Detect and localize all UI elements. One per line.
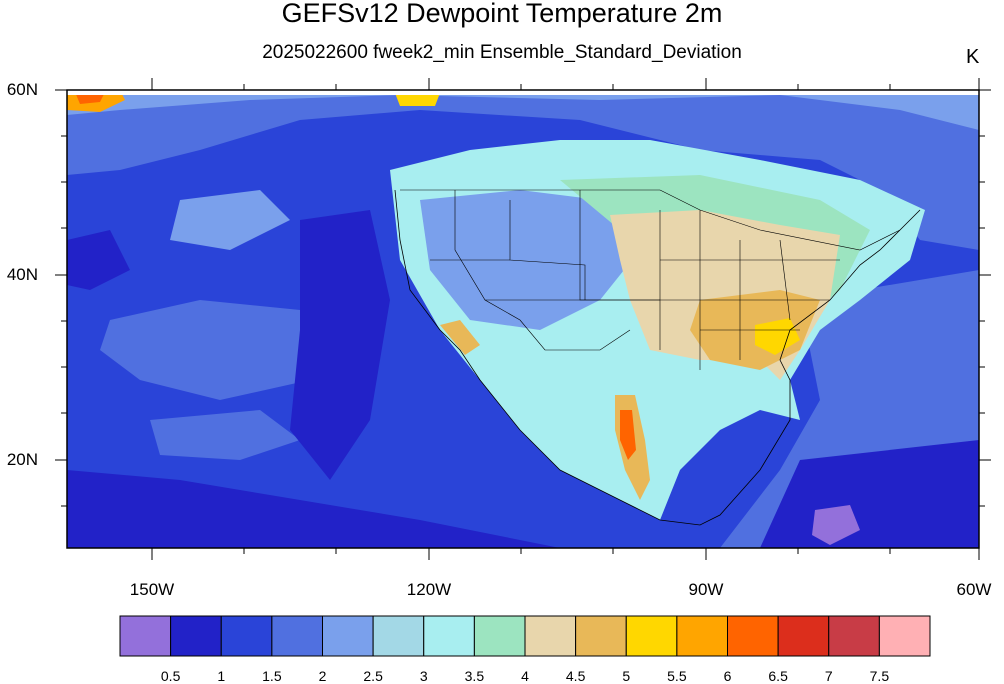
- colorbar-tick-label: 5: [622, 668, 631, 684]
- map-subtitle: 2025022600 fweek2_min Ensemble_Standard_…: [262, 42, 742, 63]
- lon-label-150w: 150W: [129, 580, 175, 599]
- colorbar-box: [878, 615, 931, 657]
- map-title: GEFSv12 Dewpoint Temperature 2m: [281, 0, 723, 28]
- colorbar-tick-label: 1.5: [262, 668, 282, 684]
- lon-label-90w: 90W: [688, 580, 724, 599]
- field-pacific-patch-2: [150, 410, 300, 460]
- axis-ticks: [55, 78, 991, 560]
- colorbar-box: [676, 615, 728, 657]
- field-top-gap: [67, 90, 979, 95]
- colorbar-box: [322, 615, 374, 657]
- colorbar: [119, 615, 931, 657]
- colorbar-tick-label: 6: [723, 668, 732, 684]
- colorbar-box: [473, 615, 526, 657]
- colorbar-box: [119, 615, 172, 657]
- lat-label-40n: 40N: [6, 265, 38, 284]
- colorbar-tick-label: 1: [217, 668, 226, 684]
- map-frame: [66, 89, 980, 549]
- colorbar-tick-label: 7: [824, 668, 833, 684]
- colorbar-tick-label: 6.5: [768, 668, 788, 684]
- field-pacific-patch-3: [170, 190, 290, 250]
- units-label: K: [966, 46, 980, 68]
- field-pacific-deep-1: [67, 230, 130, 290]
- field-mexico-red: [620, 410, 636, 460]
- field-caribbean-min: [812, 505, 860, 545]
- colorbar-box: [777, 615, 830, 657]
- colorbar-box: [625, 615, 678, 657]
- colorbar-box: [220, 615, 273, 657]
- field-socal-orange: [440, 320, 480, 355]
- lon-label-60w: 60W: [956, 580, 992, 599]
- colorbar-tick-label: 2.5: [363, 668, 383, 684]
- colorbar-tick-label: 2: [318, 668, 327, 684]
- colorbar-box: [372, 615, 425, 657]
- map-field: [67, 90, 979, 548]
- colorbar-tick-label: 3: [419, 668, 428, 684]
- colorbar-tick-label: 4: [521, 668, 529, 684]
- lat-label-60n: 60N: [6, 80, 38, 99]
- colorbar-box: [170, 615, 222, 657]
- colorbar-box: [423, 615, 475, 657]
- lat-label-20n: 20N: [6, 450, 38, 469]
- colorbar-tick-label: 4.5: [565, 668, 586, 684]
- field-pacific-patch-1: [100, 300, 340, 400]
- coastline: [394, 189, 921, 526]
- colorbar-box: [575, 615, 627, 657]
- colorbar-tick-label: 5.5: [667, 668, 687, 684]
- colorbar-tick-label: 0.5: [160, 668, 181, 684]
- field-pacific-deep-2: [290, 210, 390, 480]
- colorbar-tick-label: 7.5: [869, 668, 890, 684]
- lon-label-120w: 120W: [406, 580, 452, 599]
- colorbar-box: [828, 615, 880, 657]
- colorbar-box: [271, 615, 323, 657]
- field-north-band: [67, 90, 979, 250]
- colorbar-tick-label: 3.5: [464, 668, 485, 684]
- colorbar-box: [524, 615, 577, 657]
- field-carolina-yellow: [755, 318, 800, 355]
- field-bc-yellow: [395, 93, 440, 106]
- field-pacific-deep-3: [67, 470, 560, 548]
- political-borders: [400, 189, 901, 370]
- colorbar-box: [727, 615, 779, 657]
